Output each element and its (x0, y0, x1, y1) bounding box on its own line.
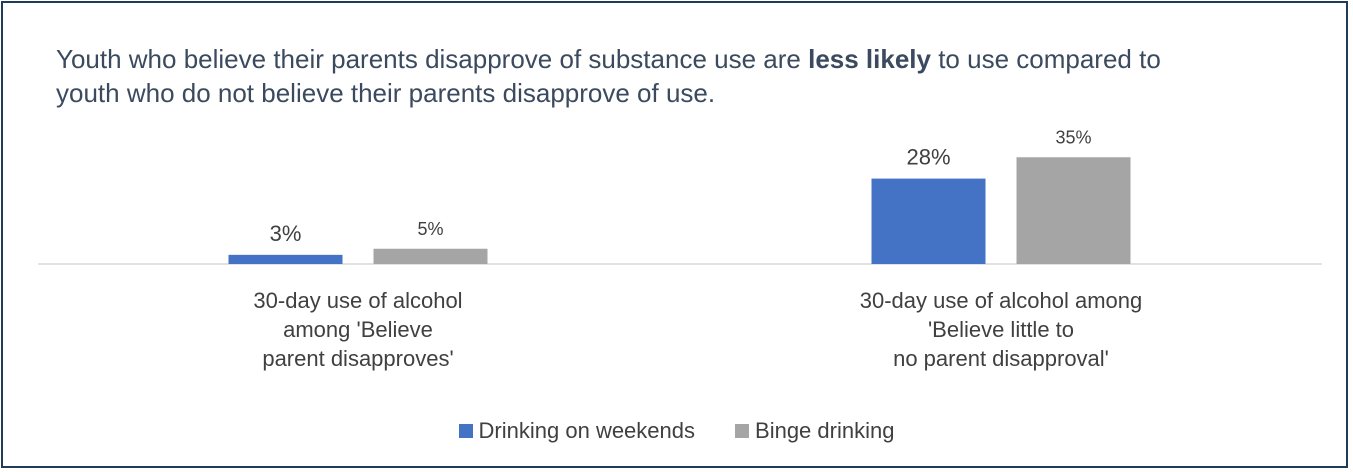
category-label-line: no parent disapproval' (893, 346, 1109, 371)
category-label-line: parent disapproves' (262, 346, 454, 371)
legend-swatch (458, 424, 473, 438)
category-label-2: 30-day use of alcohol among 'Believe litt… (801, 286, 1201, 373)
title-emphasis: less likely (808, 44, 931, 74)
bar-weekends-1 (228, 254, 343, 264)
legend-swatch (735, 424, 750, 438)
data-label-binge-1: 5% (417, 219, 443, 239)
category-label-1: 30-day use of alcohol among 'Believe paren… (158, 286, 558, 373)
legend-label: Binge drinking (755, 418, 895, 443)
legend-item-binge: Binge drinking (735, 418, 894, 444)
category-label-line: 30-day use of alcohol (253, 288, 463, 313)
legend-item-weekends: Drinking on weekends (458, 418, 696, 444)
category-label-line: 'Believe little to (927, 317, 1075, 342)
bar-binge-1 (373, 248, 488, 264)
chart-legend: Drinking on weekends Binge drinking (0, 418, 1353, 444)
data-label-weekends-2: 28% (906, 145, 950, 170)
bar-binge-2 (1016, 157, 1131, 264)
category-label-line: among 'Believe (283, 317, 433, 342)
category-label-line: 30-day use of alcohol among (859, 288, 1143, 313)
legend-label: Drinking on weekends (478, 418, 696, 443)
data-label-weekends-1: 3% (270, 221, 302, 246)
chart-title: Youth who believe their parents disappro… (56, 44, 1161, 108)
bar-weekends-2 (871, 178, 986, 264)
data-label-binge-2: 35% (1055, 127, 1091, 147)
